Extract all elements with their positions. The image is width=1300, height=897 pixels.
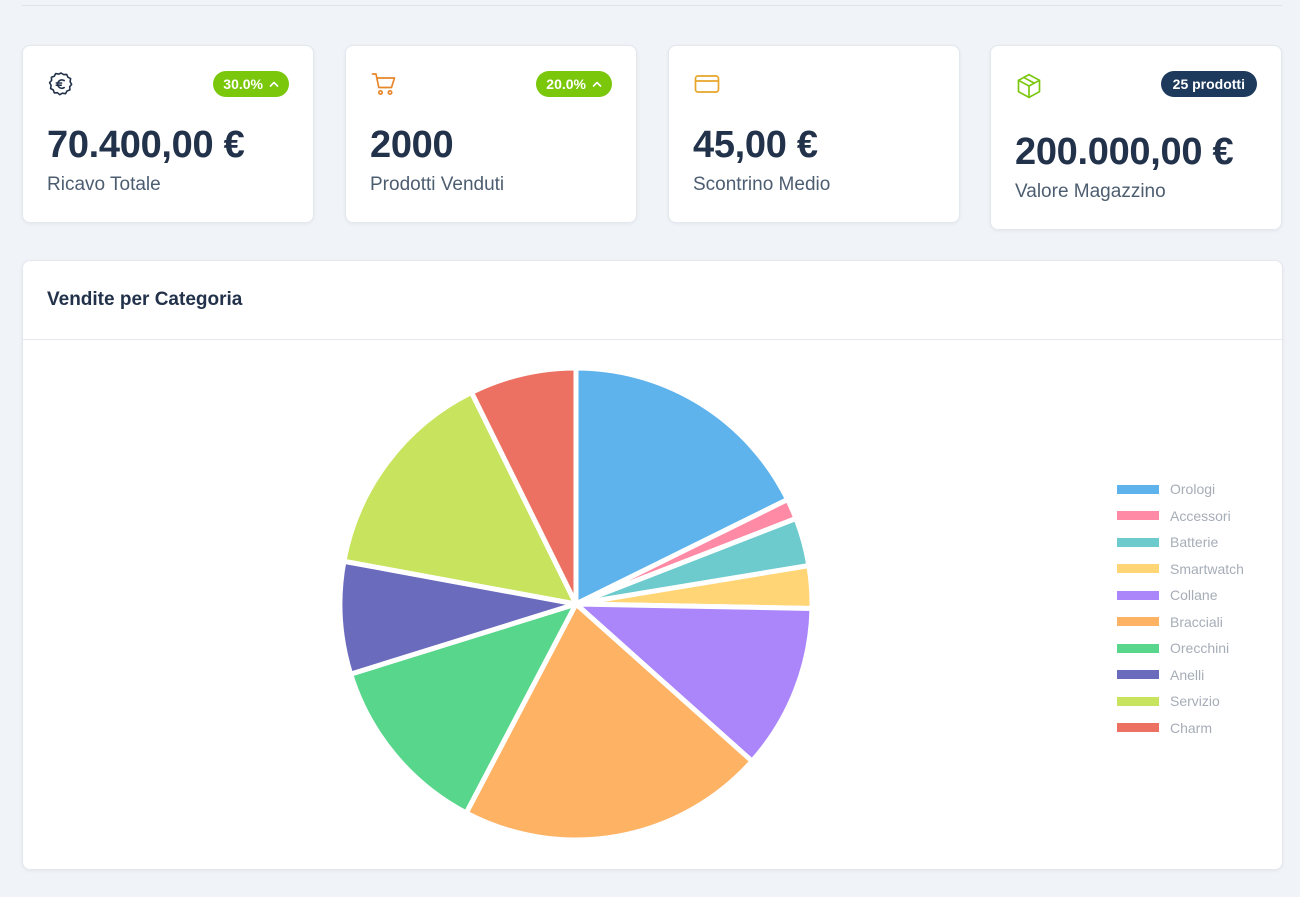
chart-title: Vendite per Categoria xyxy=(47,289,243,310)
growth-badge-value: 30.0% xyxy=(223,76,263,92)
pie-slice-orecchini[interactable] xyxy=(348,601,579,816)
chevron-up-icon xyxy=(269,81,279,87)
package-box-icon xyxy=(1015,72,1043,100)
legend-item-orecchini[interactable]: Orecchini xyxy=(1117,635,1244,662)
legend-swatch xyxy=(1117,643,1159,653)
legend-label: Smartwatch xyxy=(1170,560,1244,577)
stat-card-revenue: 30.0% 70.400,00 € Ricavo Totale xyxy=(22,45,314,223)
growth-badge: 30.0% xyxy=(213,71,289,97)
chart-body: Orologi Accessori Batterie Smartwatch Collan… xyxy=(23,340,1282,870)
chart-legend: Orologi Accessori Batterie Smartwatch Collan… xyxy=(1117,476,1244,741)
legend-item-orologi[interactable]: Orologi xyxy=(1117,476,1244,503)
pie-slice-orologi[interactable] xyxy=(573,365,791,607)
pie-slice-charm[interactable] xyxy=(469,365,579,607)
legend-label: Batterie xyxy=(1170,534,1219,551)
stat-value: 200.000,00 € xyxy=(1015,131,1234,173)
stat-label: Prodotti Venduti xyxy=(370,174,505,195)
stat-value: 45,00 € xyxy=(693,124,818,166)
legend-swatch xyxy=(1117,511,1159,521)
legend-swatch xyxy=(1117,590,1159,600)
legend-label: Collane xyxy=(1170,587,1218,604)
growth-badge-value: 20.0% xyxy=(546,76,586,92)
growth-badge: 20.0% xyxy=(536,71,612,97)
legend-label: Charm xyxy=(1170,719,1213,736)
legend-label: Orecchini xyxy=(1170,640,1230,657)
stat-label: Ricavo Totale xyxy=(47,174,161,195)
legend-swatch xyxy=(1117,617,1159,627)
legend-swatch xyxy=(1117,537,1159,547)
legend-item-accessori[interactable]: Accessori xyxy=(1117,503,1244,530)
stat-card-products-sold: 20.0% 2000 Prodotti Venduti xyxy=(345,45,637,223)
legend-swatch xyxy=(1117,564,1159,574)
stat-label: Valore Magazzino xyxy=(1015,181,1166,202)
product-count-badge: 25 prodotti xyxy=(1160,71,1257,97)
chevron-up-icon xyxy=(592,81,602,87)
legend-item-collane[interactable]: Collane xyxy=(1117,582,1244,609)
legend-label: Anelli xyxy=(1170,666,1205,683)
legend-item-servizio[interactable]: Servizio xyxy=(1117,688,1244,715)
stat-card-inventory-value: 25 prodotti 200.000,00 € Valore Magazzin… xyxy=(990,45,1282,230)
legend-label: Orologi xyxy=(1170,481,1216,498)
category-sales-card: Vendite per Categoria Orologi Accessori Ba… xyxy=(22,260,1283,870)
legend-swatch xyxy=(1117,696,1159,706)
stat-value: 2000 xyxy=(370,124,454,166)
legend-swatch xyxy=(1117,723,1159,733)
shopping-cart-icon xyxy=(370,70,398,98)
legend-item-smartwatch[interactable]: Smartwatch xyxy=(1117,556,1244,583)
stat-value: 70.400,00 € xyxy=(47,124,245,166)
top-divider xyxy=(22,5,1282,6)
legend-label: Bracciali xyxy=(1170,613,1223,630)
pie-slice-collane[interactable] xyxy=(573,601,815,764)
stat-card-average-receipt: 45,00 € Scontrino Medio xyxy=(668,45,960,223)
pie-slice-bracciali[interactable] xyxy=(463,601,755,843)
product-count-badge-value: 25 prodotti xyxy=(1172,76,1245,92)
pie-chart xyxy=(337,365,815,843)
chart-header: Vendite per Categoria xyxy=(23,261,1282,340)
legend-label: Accessori xyxy=(1170,507,1231,524)
legend-item-bracciali[interactable]: Bracciali xyxy=(1117,609,1244,636)
legend-item-batterie[interactable]: Batterie xyxy=(1117,529,1244,556)
credit-card-icon xyxy=(693,70,721,98)
legend-swatch xyxy=(1117,484,1159,494)
legend-item-charm[interactable]: Charm xyxy=(1117,715,1244,742)
stat-label: Scontrino Medio xyxy=(693,174,831,195)
legend-swatch xyxy=(1117,670,1159,680)
legend-label: Servizio xyxy=(1170,693,1220,710)
pie-slice-servizio[interactable] xyxy=(341,389,579,607)
legend-item-anelli[interactable]: Anelli xyxy=(1117,662,1244,689)
euro-coin-icon xyxy=(47,70,75,98)
